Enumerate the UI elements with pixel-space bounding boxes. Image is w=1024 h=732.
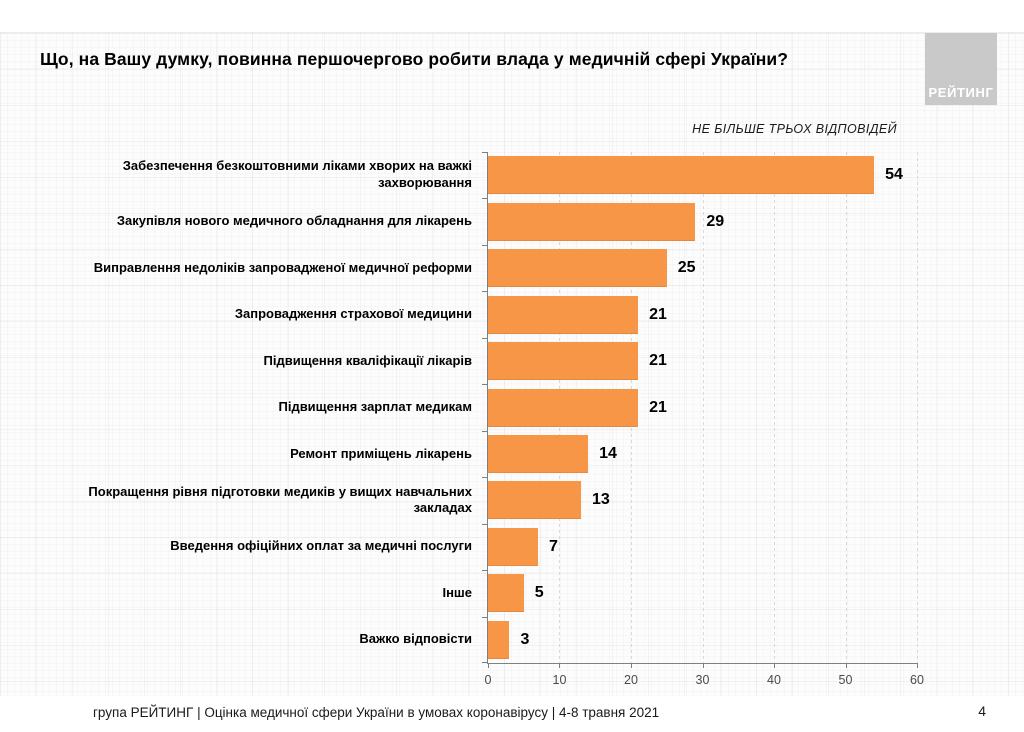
y-axis-tick [482, 152, 488, 153]
category-labels-column: Забезпечення безкоштовними ліками хворих… [40, 152, 480, 663]
rating-group-logo: РЕЙТИНГ [925, 33, 997, 105]
x-axis-tick [845, 663, 847, 668]
max-answers-note: НЕ БІЛЬШЕ ТРЬОХ ВІДПОВІДЕЙ [692, 122, 897, 136]
category-label: Забезпечення безкоштовними ліками хворих… [122, 158, 472, 191]
y-axis-tick [482, 477, 488, 479]
category-label: Введення офіційних оплат за медичні посл… [170, 538, 472, 554]
x-axis-tick [559, 663, 561, 668]
bar-value-label: 7 [549, 537, 558, 555]
y-axis-tick [482, 523, 488, 525]
category-label: Виправлення недоліків запровадженої меди… [93, 259, 472, 275]
category-label: Запровадження страхової медицини [234, 306, 472, 322]
slide-body: Що, на Вашу думку, повинна першочергово … [0, 32, 1024, 697]
y-axis-tick [482, 244, 488, 246]
bar-value-label: 21 [649, 352, 667, 370]
x-axis-tick-label: 30 [695, 673, 710, 687]
bar-value-label: 5 [534, 584, 544, 602]
gridline-x-40 [773, 152, 775, 663]
x-axis-tick-label: 60 [910, 673, 924, 687]
category-label: Важко відповісти [359, 631, 472, 647]
y-axis-tick [482, 430, 488, 432]
y-axis-tick [482, 570, 488, 572]
bar [488, 156, 875, 195]
bar [488, 249, 667, 288]
category-label: Підвищення зарплат медикам [278, 399, 472, 415]
bar [488, 527, 539, 566]
x-axis-tick [488, 663, 489, 668]
bar [488, 434, 589, 473]
category-label: Ремонт приміщень лікарень [290, 445, 472, 461]
x-axis-tick [630, 663, 632, 668]
category-label: Покращення рівня підготовки медиків у ви… [88, 483, 472, 516]
bar [488, 342, 639, 381]
category-label: Інше [442, 584, 472, 600]
bar-value-label: 3 [520, 630, 530, 648]
footer-source-text: група РЕЙТИНГ | Оцінка медичної сфери Ук… [93, 705, 660, 720]
bar [488, 388, 639, 427]
y-axis-tick [482, 291, 488, 293]
plot-area: 54 29 25 21 21 21 14 13 7 5 3 0 10 20 30 40 50 60 [482, 152, 924, 687]
bar-value-label: 25 [677, 259, 696, 277]
bar-value-label: 29 [706, 212, 725, 230]
gridline-x-30 [702, 152, 704, 663]
bar [488, 295, 639, 334]
x-axis-tick-label: 20 [624, 673, 638, 687]
rating-logo-text: РЕЙТИНГ [928, 85, 994, 100]
bar-value-label: 21 [649, 398, 667, 416]
x-axis-tick-label: 40 [767, 673, 781, 687]
category-label: Закупівля нового медичного обладнання дл… [116, 213, 472, 229]
footer: група РЕЙТИНГ | Оцінка медичної сфери Ук… [0, 696, 1024, 732]
bar [488, 481, 581, 520]
y-axis-tick [482, 616, 488, 618]
bar-value-label: 21 [649, 305, 667, 323]
x-axis-tick-label: 50 [838, 673, 853, 687]
bar-value-label: 13 [591, 491, 610, 509]
y-axis-tick [482, 384, 488, 386]
page-number: 4 [978, 703, 986, 719]
bar [488, 620, 510, 659]
bar-chart: Забезпечення безкоштовними ліками хворих… [40, 152, 924, 697]
page-title: Що, на Вашу думку, повинна першочергово … [40, 49, 789, 69]
gridline-x-50 [845, 152, 847, 663]
bar-value-label: 54 [885, 166, 903, 184]
x-axis-tick [773, 663, 775, 668]
y-axis-tick [482, 198, 488, 200]
y-axis-tick [482, 337, 488, 339]
bar-value-label: 14 [599, 444, 617, 462]
x-axis-tick [702, 663, 704, 668]
category-label: Підвищення кваліфікації лікарів [263, 352, 472, 368]
x-axis-tick-label: 0 [484, 673, 492, 687]
x-axis-tick-label: 10 [552, 673, 567, 687]
bar [488, 574, 524, 613]
y-axis-tick [482, 662, 488, 663]
bar [488, 202, 696, 241]
x-axis-tick [917, 663, 918, 668]
gridline-x-60 [917, 152, 918, 663]
